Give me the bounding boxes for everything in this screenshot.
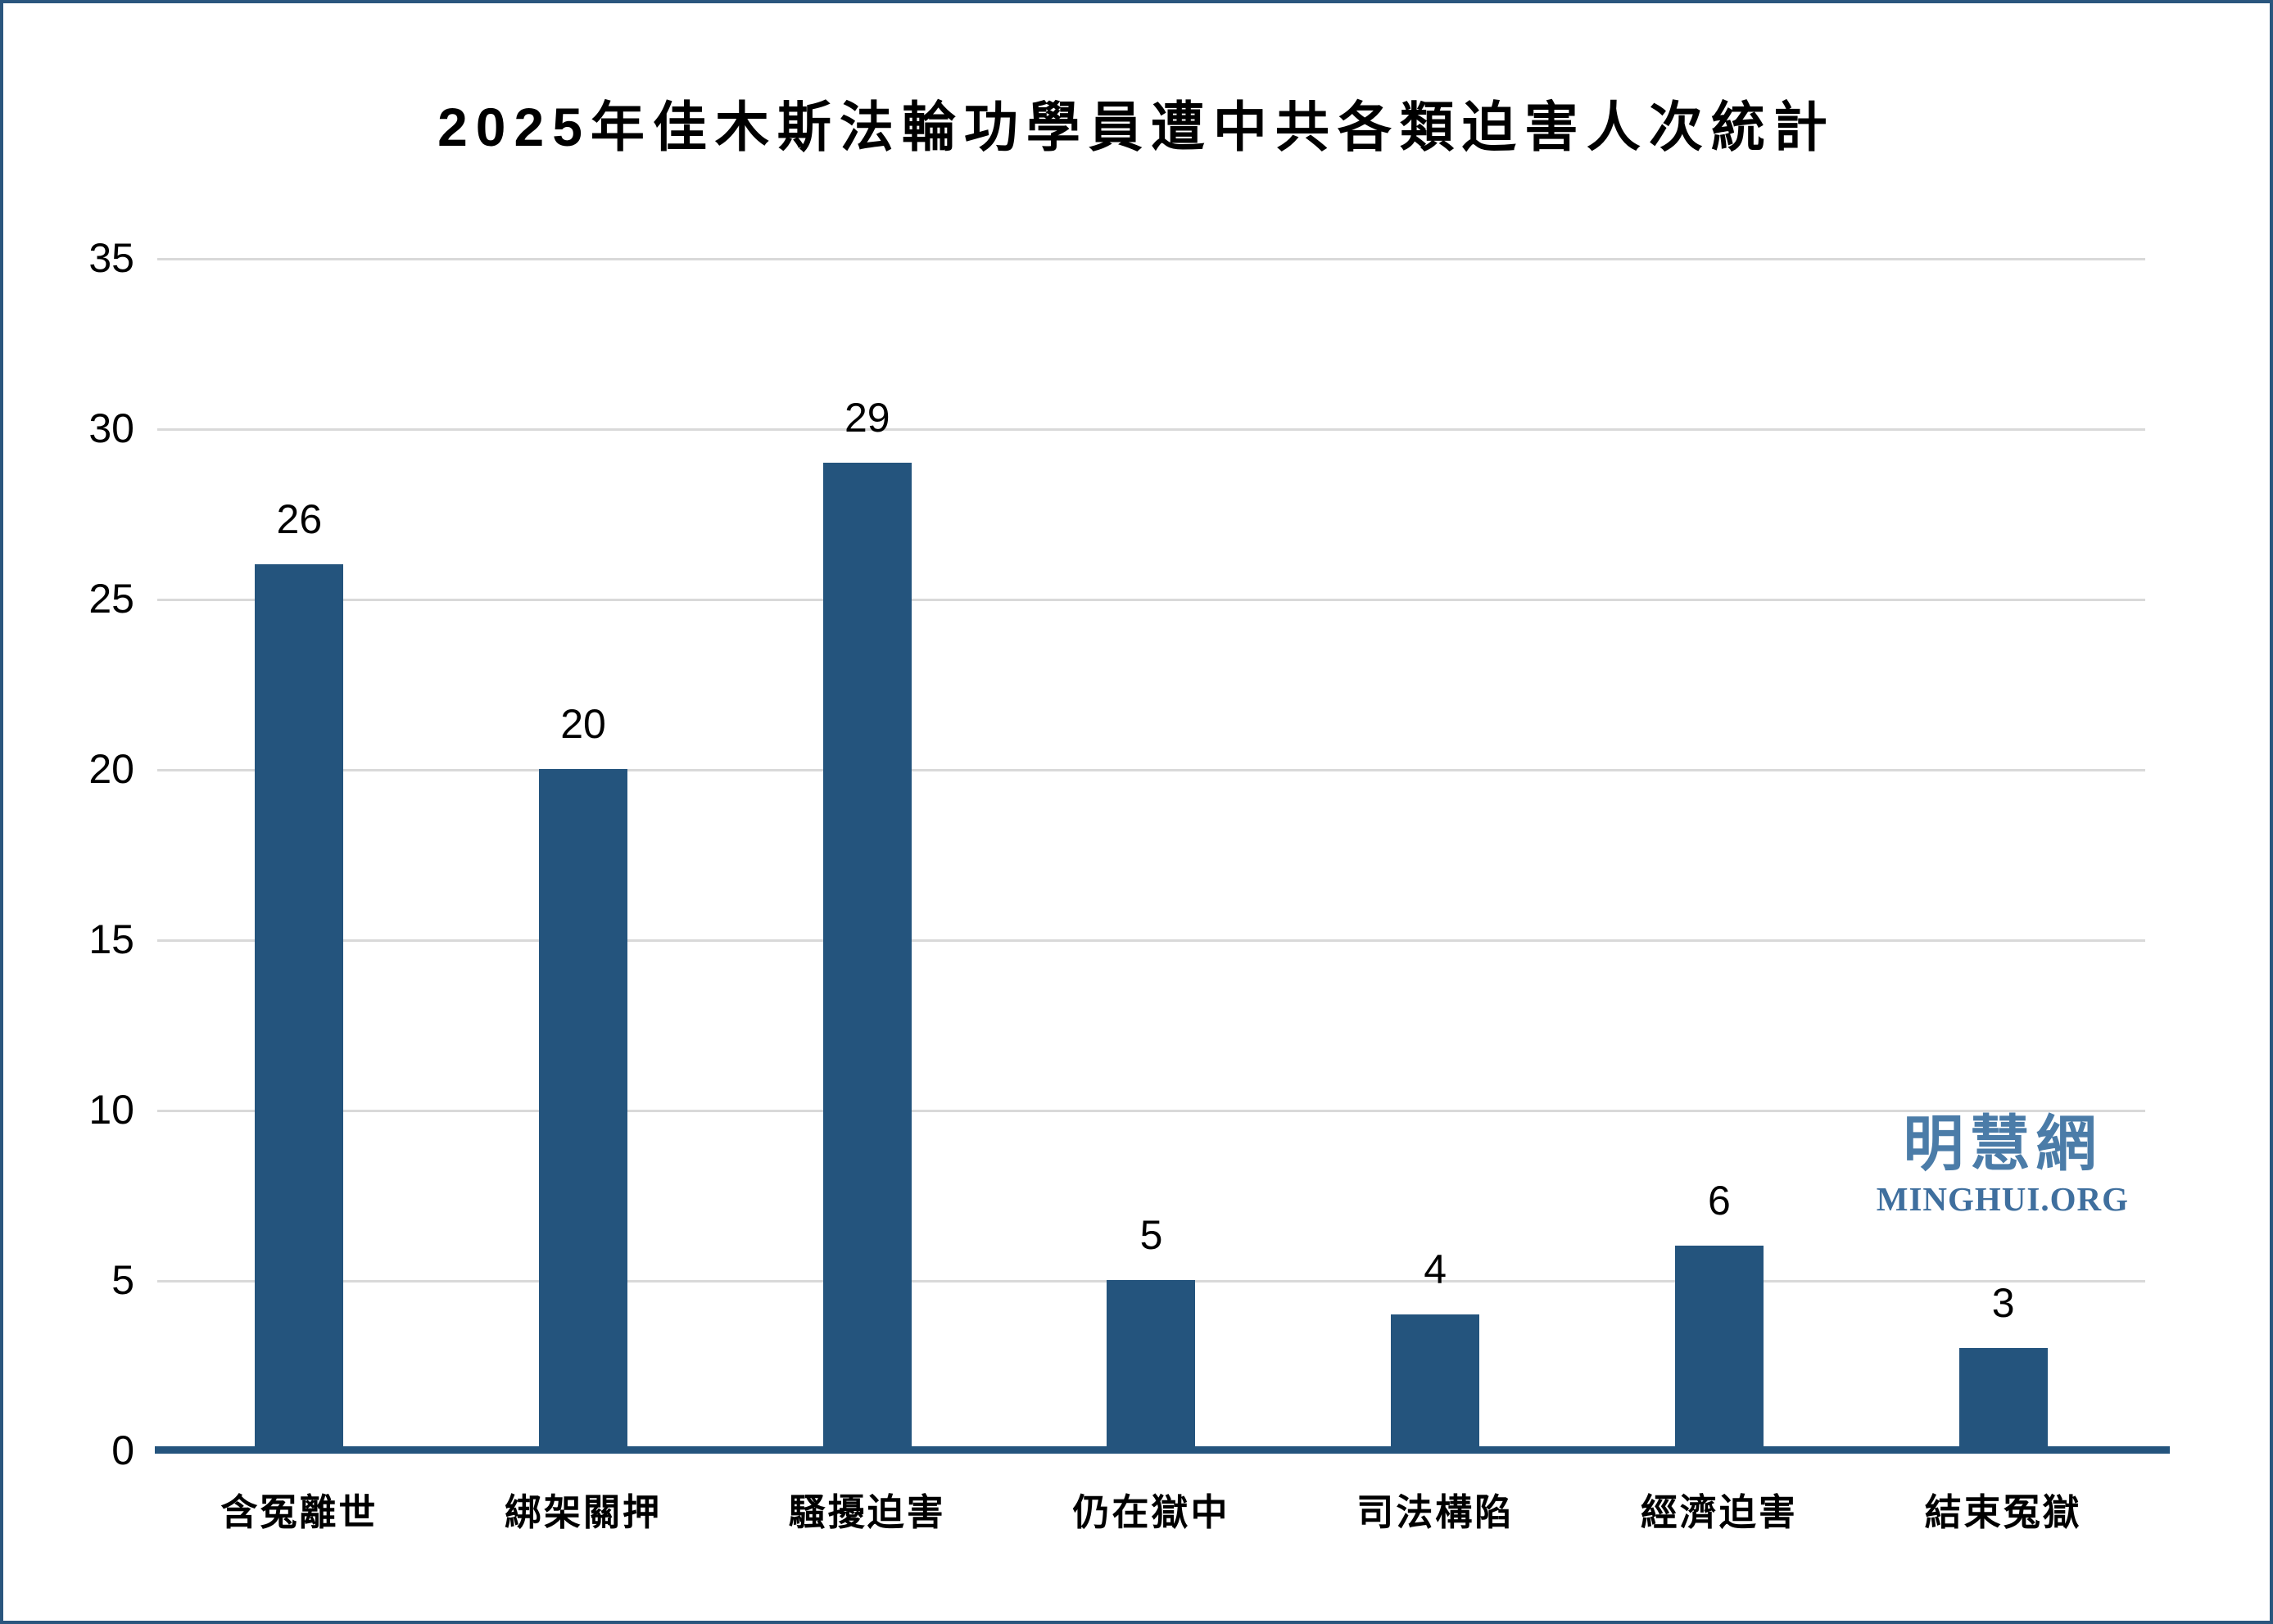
bar [1958, 1348, 2048, 1450]
category-label: 經濟迫害 [1640, 1491, 1798, 1533]
bar [539, 769, 628, 1450]
y-tick-label: 5 [111, 1257, 134, 1303]
bar [1107, 1280, 1196, 1450]
bar-slot: 5 [1009, 258, 1293, 1450]
bar-value-label: 20 [560, 701, 606, 748]
chart-title: 2025年佳木斯法輪功學員遭中共各類迫害人次統計 [437, 97, 1836, 157]
category-label: 司法構陷 [1356, 1491, 1515, 1533]
gridline [157, 428, 2145, 431]
category-label: 仍在獄中 [1072, 1491, 1230, 1533]
y-tick-label: 35 [88, 235, 134, 281]
bar-slot: 3 [1861, 258, 2145, 1450]
y-tick-label: 30 [88, 405, 134, 451]
watermark-minghui-cjk: 明慧網 [1903, 1110, 2103, 1178]
bar-slot: 6 [1578, 258, 1862, 1450]
bar [1674, 1246, 1764, 1450]
bar-slot: 29 [725, 258, 1009, 1450]
watermark-minghui-org: MINGHUI.ORG [1876, 1180, 2129, 1218]
gridline [157, 258, 2145, 260]
gridline [157, 939, 2145, 942]
bar-value-label: 26 [276, 496, 323, 543]
y-tick-label: 0 [111, 1427, 134, 1473]
gridline [157, 599, 2145, 601]
bar-value-label: 6 [1708, 1178, 1731, 1224]
bar-slot: 20 [441, 258, 726, 1450]
gridline [157, 1110, 2145, 1112]
bar [1391, 1314, 1480, 1450]
x-axis: 含冤離世 綁架關押 騷擾迫害 仍在獄中 司法構陷 經濟迫害 結束冤獄 [157, 1476, 2145, 1541]
y-tick-label: 10 [88, 1087, 134, 1133]
y-tick-label: 20 [88, 746, 134, 792]
gridline [157, 769, 2145, 771]
plot-area: 26 20 29 5 4 6 3 [155, 258, 2170, 1454]
bar-value-label: 5 [1139, 1212, 1163, 1259]
bar-slot: 4 [1293, 258, 1578, 1450]
bar [822, 462, 912, 1450]
watermark: 明慧網 MINGHUI.ORG [1877, 1114, 2129, 1216]
y-tick-label: 15 [88, 916, 134, 962]
bar [255, 564, 344, 1450]
bar-value-label: 4 [1424, 1246, 1447, 1292]
bar-slot: 26 [157, 258, 441, 1450]
category-label: 騷擾迫害 [788, 1491, 946, 1533]
bar-value-label: 3 [1991, 1280, 2015, 1327]
category-label: 含冤離世 [220, 1491, 378, 1533]
bar-value-label: 29 [844, 394, 890, 441]
category-label: 結束冤獄 [1924, 1491, 2082, 1533]
category-label: 綁架關押 [505, 1491, 663, 1533]
y-axis: 0 5 10 15 20 25 30 35 [36, 237, 134, 1471]
y-tick-label: 25 [88, 576, 134, 622]
